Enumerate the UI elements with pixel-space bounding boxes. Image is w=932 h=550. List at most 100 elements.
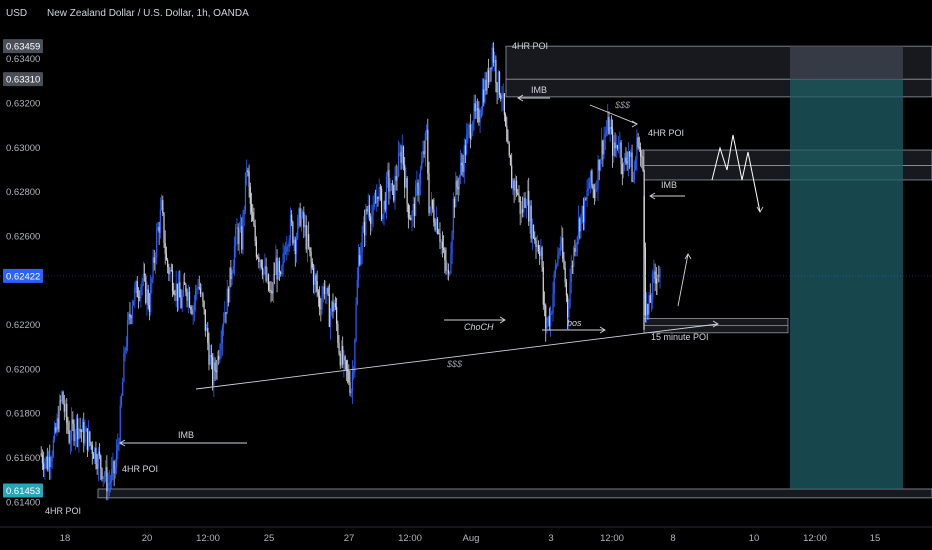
candle-body (232, 266, 234, 274)
candle-body (270, 290, 272, 292)
candle-body (115, 449, 118, 468)
candle-body (564, 268, 566, 283)
label-liquidity: $$$ (614, 100, 631, 110)
candle-body (85, 428, 87, 432)
candle-body (552, 293, 554, 313)
candle-body (188, 291, 191, 308)
candle-body (162, 200, 164, 213)
candle-body (236, 227, 238, 229)
candle-body (501, 98, 503, 100)
candle-body (43, 463, 45, 470)
candle-body (434, 222, 436, 230)
y-tick-label: 0.61400 (6, 497, 40, 508)
candle-body (210, 355, 213, 357)
candle-body (576, 237, 578, 245)
candle-body (317, 291, 319, 296)
x-tick-label: 25 (264, 533, 275, 544)
candle-body (106, 467, 108, 492)
candle-body (130, 316, 132, 318)
x-tick-label: 12:00 (398, 533, 422, 544)
candle-body (379, 187, 381, 189)
candle-body (336, 306, 338, 324)
candle-body (524, 198, 526, 208)
candle-body (502, 93, 504, 99)
candle-body (461, 162, 463, 165)
candle-body (532, 225, 535, 239)
candle-body (286, 246, 288, 252)
projection-arrow (677, 253, 689, 307)
candle-body (580, 214, 582, 232)
candle-body (463, 145, 465, 172)
candle-body (209, 355, 211, 365)
candle-body (374, 202, 377, 204)
candle-body (577, 218, 580, 238)
candle-body (150, 284, 152, 312)
candle-body (142, 274, 144, 281)
candle-body (165, 253, 168, 260)
candle-body (114, 467, 116, 474)
candle-body (614, 142, 616, 149)
candle-body (120, 395, 123, 406)
candle-body (215, 370, 217, 373)
candle-body (105, 467, 107, 477)
candle-body (157, 226, 159, 230)
candle-body (92, 454, 95, 459)
candle-body (472, 122, 474, 133)
candle-body (299, 208, 301, 226)
candle-body (137, 296, 140, 298)
candle-body (266, 274, 268, 281)
candle-body (539, 251, 541, 257)
candle-body (74, 434, 76, 442)
candle-body (154, 257, 157, 263)
y-tick-label: 0.63000 (6, 143, 40, 154)
candle-body (359, 255, 361, 265)
candle-body (422, 151, 424, 162)
candle-body (436, 219, 439, 234)
candle-body (491, 47, 493, 69)
candle-body (529, 205, 531, 222)
candle-body (625, 157, 627, 162)
candle-body (208, 342, 210, 365)
candle-body (275, 257, 277, 275)
candle-body (648, 295, 650, 315)
candle-body (280, 272, 282, 275)
candle-body (382, 214, 384, 220)
candle-body (339, 353, 341, 366)
candle-body (164, 243, 166, 254)
candle-body (237, 227, 239, 245)
y-tick-label: 0.61800 (6, 409, 40, 420)
candle-body (220, 343, 222, 351)
candle-body (477, 108, 479, 110)
candle-body (182, 282, 185, 296)
candle-body (304, 225, 306, 228)
candle-body (287, 246, 289, 248)
candle-body (658, 275, 660, 277)
candle-body (554, 265, 557, 274)
candle-body (281, 266, 283, 275)
candle-body (184, 282, 186, 285)
candle-body (424, 133, 426, 155)
candle-body (575, 244, 577, 252)
candle-body (293, 239, 295, 244)
candle-body (378, 187, 380, 200)
x-tick-label: 12:00 (600, 533, 624, 544)
candle-body (633, 169, 636, 181)
candle-body (247, 170, 249, 172)
candle-body (332, 301, 334, 312)
candle-body (458, 175, 461, 190)
candle-body (563, 258, 565, 269)
drawings-layer (119, 94, 764, 447)
candle-body (609, 127, 611, 134)
candle-body (642, 156, 644, 171)
candle-body (455, 180, 457, 208)
candle-body (306, 233, 309, 250)
candle-body (191, 309, 193, 314)
candle-body (530, 205, 532, 239)
candle-body (418, 185, 420, 195)
candle-body (338, 343, 340, 354)
candle-body (413, 203, 416, 216)
candle-body (604, 134, 606, 138)
candle-body (528, 190, 530, 222)
candle-body (181, 295, 183, 308)
